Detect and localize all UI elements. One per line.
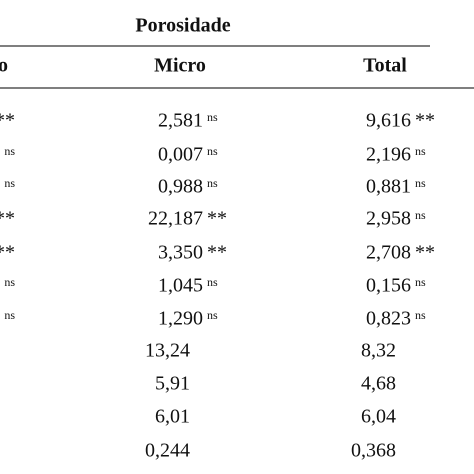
total-cell: 0,881: [366, 176, 411, 198]
total-cell: 2,958: [366, 208, 411, 230]
significance: **: [415, 242, 435, 264]
total-cell: 2,708: [366, 242, 411, 264]
left-cell: **: [0, 208, 15, 230]
left-cell: ns: [4, 275, 15, 289]
total-cell: 6,04: [361, 406, 396, 428]
micro-cell: 3,350: [158, 242, 203, 264]
micro-cell: 1,045: [158, 275, 203, 297]
header-cell: Micro: [154, 55, 206, 77]
micro-cell: 2,581: [158, 110, 203, 132]
header-cell: o: [0, 55, 8, 77]
significance: **: [207, 242, 227, 264]
header-cell: Total: [363, 55, 407, 77]
left-cell: ns: [4, 176, 15, 190]
micro-cell: 5,91: [155, 373, 190, 395]
left-cell: ns: [4, 144, 15, 158]
micro-cell: 0,244: [145, 440, 190, 462]
left-cell: **: [0, 242, 15, 264]
left-cell: ns: [4, 308, 15, 322]
significance: ns: [415, 208, 426, 222]
significance: ns: [415, 176, 426, 190]
significance: ns: [415, 144, 426, 158]
micro-cell: 22,187: [148, 208, 203, 230]
total-cell: 0,156: [366, 275, 411, 297]
significance: **: [207, 208, 227, 230]
significance: ns: [207, 110, 218, 124]
significance: ns: [415, 308, 426, 322]
significance: ns: [207, 176, 218, 190]
micro-cell: 13,24: [145, 340, 190, 362]
left-cell: **: [0, 110, 15, 132]
micro-cell: 0,988: [158, 176, 203, 198]
total-cell: 8,32: [361, 340, 396, 362]
significance: ns: [207, 275, 218, 289]
significance: **: [415, 110, 435, 132]
table-title: Porosidade: [135, 15, 230, 37]
total-cell: 4,68: [361, 373, 396, 395]
micro-cell: 6,01: [155, 406, 190, 428]
total-cell: 9,616: [366, 110, 411, 132]
total-cell: 2,196: [366, 144, 411, 166]
significance: ns: [207, 308, 218, 322]
total-cell: 0,368: [351, 440, 396, 462]
significance: ns: [415, 275, 426, 289]
significance: ns: [207, 144, 218, 158]
micro-cell: 1,290: [158, 308, 203, 330]
total-cell: 0,823: [366, 308, 411, 330]
micro-cell: 0,007: [158, 144, 203, 166]
